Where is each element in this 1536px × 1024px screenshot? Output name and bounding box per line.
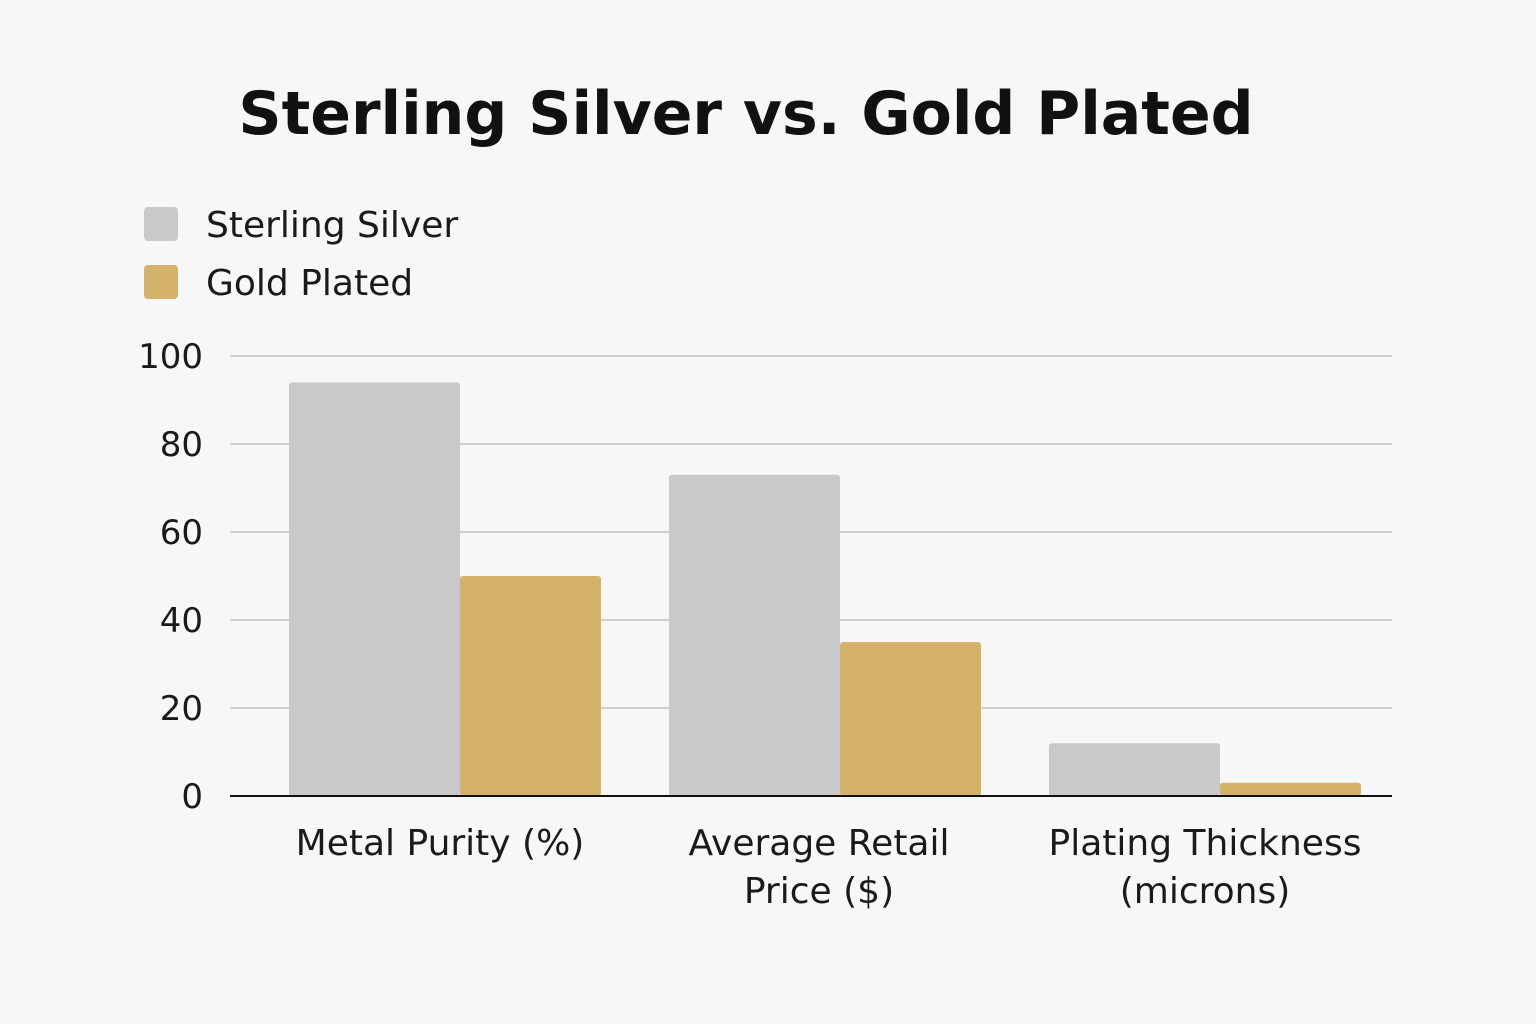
y-axis-ticks: 0 20 40 60 80 100 (138, 337, 203, 817)
bar-gold-plated-1 (460, 576, 601, 796)
x-tick-label: (microns) (1120, 871, 1291, 912)
x-tick-label: Metal Purity (%) (296, 823, 585, 864)
x-tick-label: Plating Thickness (1049, 823, 1362, 864)
legend-swatch-2 (144, 265, 178, 299)
bar-sterling-silver-1 (289, 382, 460, 796)
y-tick-label: 60 (160, 513, 203, 553)
legend-swatch-1 (144, 207, 178, 241)
x-tick-label: Average Retail (689, 823, 950, 864)
x-axis-labels: Metal Purity (%) Average Retail Price ($) P… (296, 823, 1362, 912)
legend: Sterling Silver Gold Plated (144, 205, 458, 304)
chart-title: Sterling Silver vs. Gold Plated (238, 79, 1253, 149)
y-tick-label: 80 (160, 425, 203, 465)
y-tick-label: 40 (160, 601, 203, 641)
y-tick-label: 0 (181, 777, 203, 817)
bar-sterling-silver-3 (1049, 743, 1220, 796)
x-tick-label: Price ($) (744, 871, 894, 912)
bar-gold-plated-2 (840, 642, 981, 796)
bar-sterling-silver-2 (669, 474, 840, 796)
bars (230, 382, 1392, 797)
y-tick-label: 100 (138, 337, 203, 377)
legend-label-2: Gold Plated (206, 263, 413, 304)
y-tick-label: 20 (160, 689, 203, 729)
legend-label-1: Sterling Silver (206, 205, 458, 246)
bar-gold-plated-3 (1220, 782, 1361, 796)
